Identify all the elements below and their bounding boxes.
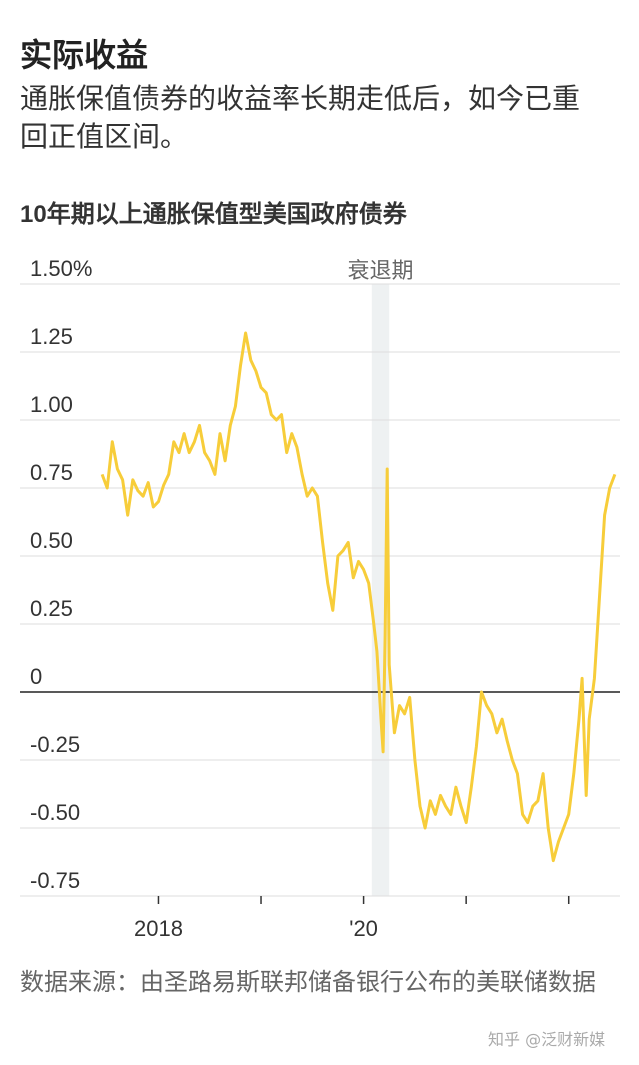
chart-title: 10年期以上通胀保值型美国政府债券 (20, 200, 408, 228)
y-tick-label: 1.25 (30, 324, 73, 349)
yield-line (100, 331, 617, 863)
recession-band (371, 284, 390, 896)
y-tick-label: -0.75 (30, 868, 80, 893)
chart: 10年期以上通胀保值型美国政府债券 衰退期 1.50% 1.25 1.00 0.75 0.… (20, 200, 620, 941)
source: 数据来源：由圣路易斯联邦储备银行公布的美联储数据 (20, 968, 596, 996)
x-tick-label: 2018 (134, 916, 183, 941)
subtitle: 通胀保值债券的收益率长期走低后，如今已重回正值区间。 (20, 82, 581, 153)
y-tick-label: 0.75 (30, 460, 73, 485)
y-tick-label: 1.00 (30, 392, 73, 417)
x-tick-label: '20 (349, 916, 378, 941)
watermark: 知乎 @泛财新媒 (488, 1030, 606, 1049)
y-tick-label: 0.50 (30, 528, 73, 553)
y-tick-label: 0.25 (30, 596, 73, 621)
y-tick-label: 0 (30, 664, 42, 689)
y-tick-label: -0.50 (30, 800, 80, 825)
y-tick-label: -0.25 (30, 732, 80, 757)
title: 实际收益 (20, 36, 149, 74)
y-tick-label: 1.50% (30, 256, 92, 281)
recession-label: 衰退期 (348, 258, 414, 283)
